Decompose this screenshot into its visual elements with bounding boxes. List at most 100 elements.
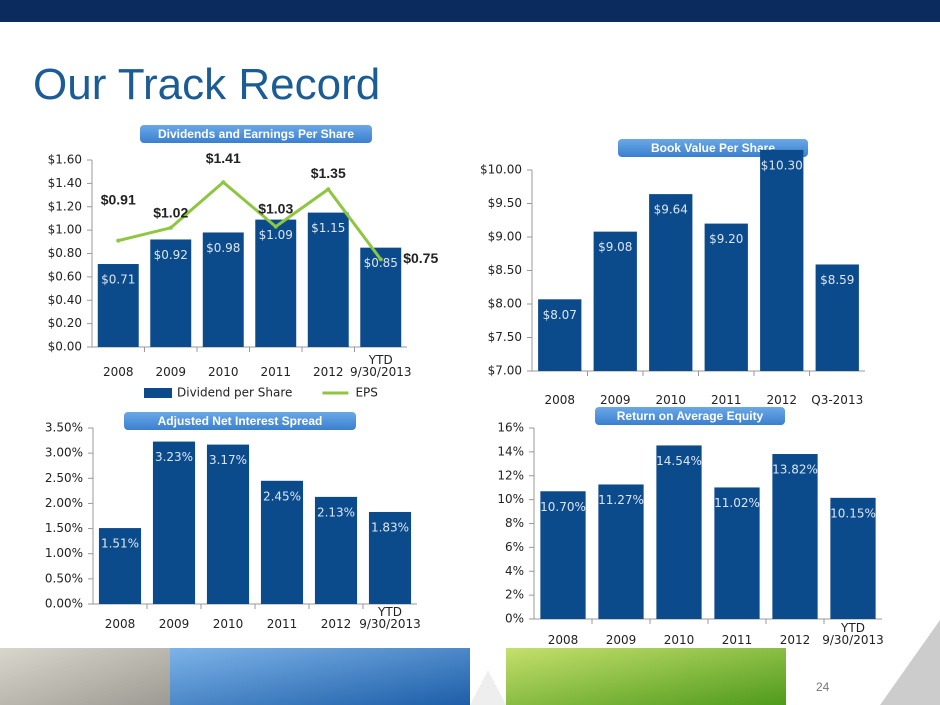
bar — [368, 511, 412, 604]
x-tick-label: 2008 — [544, 393, 576, 407]
footer-image — [506, 648, 786, 705]
line-value-label: $1.41 — [206, 150, 241, 166]
bar — [152, 441, 196, 604]
bar-value-label: $1.15 — [311, 221, 345, 235]
bar — [714, 487, 760, 619]
bar — [97, 264, 139, 347]
y-tick-label: 0% — [505, 612, 524, 626]
bar-value-label: $9.08 — [598, 240, 632, 254]
y-tick-label: 4% — [505, 564, 524, 578]
line-value-label: $1.03 — [258, 200, 293, 216]
bar-value-label: $9.64 — [654, 203, 688, 217]
bar-value-label: 14.54% — [656, 454, 702, 468]
y-tick-label: $0.40 — [48, 293, 82, 307]
y-tick-label: 1.00% — [45, 546, 83, 560]
bar-value-label: 10.70% — [540, 500, 586, 514]
x-tick-label: Q3-2013 — [811, 393, 864, 407]
bar-value-label: $0.98 — [206, 241, 240, 255]
bar — [307, 212, 349, 347]
line-value-label: $0.75 — [403, 250, 438, 266]
bar — [314, 496, 358, 604]
bar-value-label: 3.23% — [155, 450, 193, 464]
line-point — [168, 225, 173, 230]
line-point — [221, 180, 226, 185]
x-tick-label: 2009 — [155, 365, 187, 379]
y-tick-label: $9.50 — [488, 196, 522, 210]
y-tick-label: $0.20 — [48, 316, 82, 330]
chart-title: Dividends and Earnings Per Share — [158, 127, 354, 141]
bar — [98, 528, 142, 604]
x-tick-label: YTD 9/30/2013 — [359, 605, 421, 631]
y-tick-label: $1.60 — [48, 153, 82, 167]
bar-value-label: $0.71 — [101, 273, 135, 287]
x-tick-label: 2011 — [266, 617, 298, 631]
x-tick-label: 2008 — [104, 617, 136, 631]
bar-value-label: $8.07 — [543, 308, 577, 322]
slide-title: Our Track Record — [33, 60, 381, 109]
chart-title: Book Value Per Share — [651, 141, 775, 155]
line-value-label: $1.35 — [311, 165, 346, 181]
x-tick-label: 2009 — [599, 393, 631, 407]
x-tick-label: 2011 — [260, 365, 292, 379]
bar-value-label: $8.59 — [820, 273, 854, 287]
y-tick-label: $10.00 — [480, 163, 522, 177]
bar-value-label: 1.51% — [101, 537, 139, 551]
y-tick-label: 2.50% — [45, 471, 83, 485]
bar — [260, 480, 304, 604]
bar-value-label: 11.02% — [714, 496, 760, 510]
bar-value-label: 3.17% — [209, 453, 247, 467]
bar-value-label: $1.09 — [259, 228, 293, 242]
y-tick-label: $0.80 — [48, 246, 82, 260]
y-tick-label: $8.00 — [488, 297, 522, 311]
bar — [206, 444, 250, 604]
x-tick-label: 2009 — [158, 617, 190, 631]
bar-value-label: 13.82% — [772, 463, 818, 477]
y-tick-label: $1.00 — [48, 223, 82, 237]
footer-image — [170, 648, 470, 705]
line-value-label: $1.02 — [153, 204, 188, 220]
chart-title-pill — [140, 125, 372, 143]
bar — [202, 232, 244, 347]
bar-value-label: $0.92 — [154, 248, 188, 262]
y-tick-label: 0.00% — [45, 597, 83, 611]
line-value-label: $0.91 — [101, 191, 136, 207]
bar — [360, 247, 402, 347]
page-number: 24 — [816, 680, 830, 694]
chart-title: Return on Average Equity — [617, 409, 764, 423]
bar-value-label: $0.85 — [364, 256, 398, 270]
y-tick-label: $9.00 — [488, 230, 522, 244]
bar — [150, 239, 192, 347]
line-point — [378, 257, 383, 262]
y-tick-label: $8.50 — [488, 263, 522, 277]
y-tick-label: $1.20 — [48, 199, 82, 213]
legend-label: Dividend per Share — [177, 386, 292, 400]
bar-value-label: 10.15% — [830, 506, 876, 520]
line-point — [326, 187, 331, 192]
bar-value-label: $9.20 — [709, 232, 743, 246]
bar — [830, 497, 876, 619]
bar — [772, 454, 818, 619]
bar — [538, 299, 582, 371]
y-tick-label: 6% — [505, 540, 524, 554]
x-tick-label: 2011 — [721, 633, 753, 647]
y-tick-label: $7.00 — [488, 364, 522, 378]
y-tick-label: 3.50% — [45, 421, 83, 435]
bar — [593, 231, 637, 371]
y-tick-label: 16% — [497, 421, 524, 435]
x-tick-label: YTD 9/30/2013 — [822, 621, 884, 647]
bar-value-label: 11.27% — [598, 493, 644, 507]
legend-label: EPS — [355, 386, 377, 400]
bar — [255, 219, 297, 347]
x-tick-label: 2008 — [102, 365, 134, 379]
bar — [815, 264, 859, 371]
y-tick-label: 0.50% — [45, 571, 83, 585]
x-tick-label: 2009 — [605, 633, 637, 647]
y-tick-label: 1.50% — [45, 521, 83, 535]
x-tick-label: YTD 9/30/2013 — [349, 353, 412, 379]
x-tick-label: 2010 — [207, 365, 239, 379]
y-tick-label: $1.40 — [48, 176, 82, 190]
bar-value-label: 1.83% — [371, 520, 409, 534]
bar-value-label: 2.45% — [263, 489, 301, 503]
bar — [760, 149, 804, 371]
